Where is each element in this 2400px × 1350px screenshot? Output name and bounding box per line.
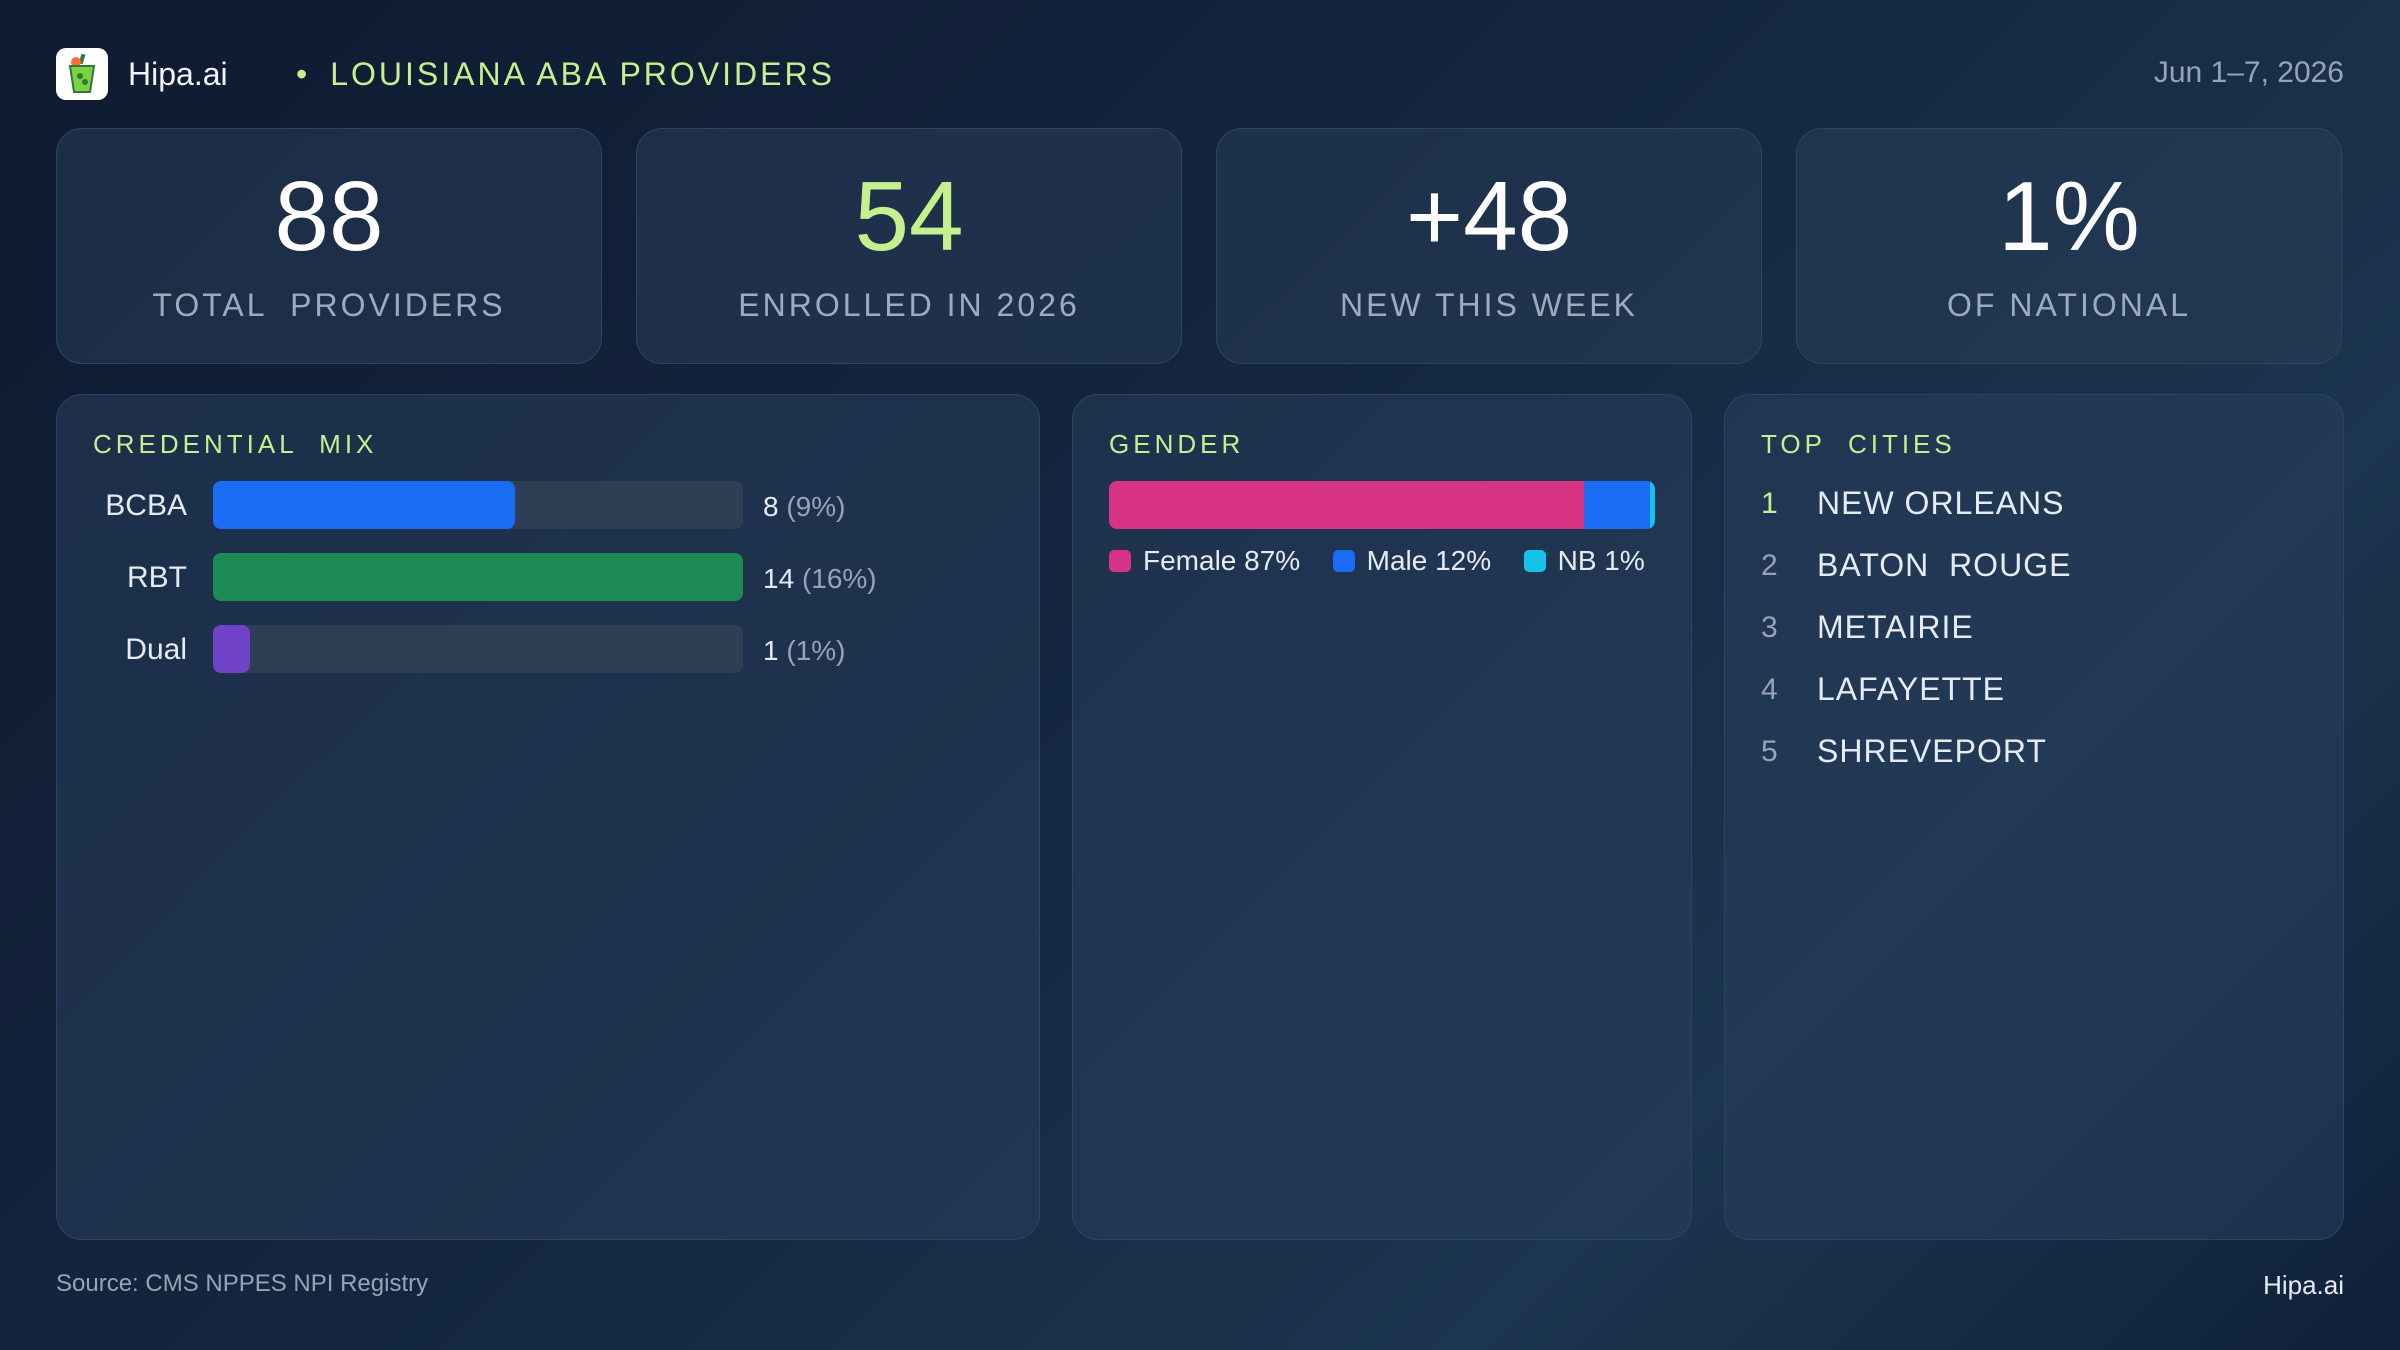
stat-card-new-this-week: +48 NEW THIS WEEK xyxy=(1216,128,1762,364)
bar-count: 8 xyxy=(763,491,779,522)
stat-value: +48 xyxy=(1405,161,1573,271)
stat-card-enrolled: 54 ENROLLED IN 2026 xyxy=(636,128,1182,364)
drink-cup-icon xyxy=(68,54,96,93)
city-list-item: 4 LAFAYETTE xyxy=(1761,665,2261,715)
stat-label: TOTAL PROVIDERS xyxy=(152,287,506,323)
credential-row-bcba: BCBA 8 (9%) xyxy=(57,481,1037,529)
footer-brand: Hipa.ai xyxy=(2263,1270,2344,1300)
bar-track xyxy=(213,625,743,673)
stat-card-of-national: 1% OF NATIONAL xyxy=(1796,128,2342,364)
bar-percent: (1%) xyxy=(786,635,846,666)
app-logo xyxy=(56,48,108,100)
bar-fill xyxy=(213,481,516,529)
bar-value: 14 (16%) xyxy=(763,563,877,595)
bar-value: 8 (9%) xyxy=(763,491,845,523)
source-note: Source: CMS NPPES NPI Registry xyxy=(56,1270,429,1297)
header: Hipa.ai • LOUISIANA ABA PROVIDERS Jun 1–7… xyxy=(56,46,2344,102)
city-list-item: 5 SHREVEPORT xyxy=(1761,727,2261,777)
legend-item-male: Male 12% xyxy=(1332,545,1492,577)
city-rank: 2 xyxy=(1761,549,1778,582)
city-list-item: 3 METAIRIE xyxy=(1761,603,2261,653)
legend-swatch xyxy=(1332,550,1355,572)
city-rank: 4 xyxy=(1761,673,1778,706)
panel-title: TOP CITIES xyxy=(1761,429,1956,459)
date-range: Jun 1–7, 2026 xyxy=(2153,56,2344,89)
bar-fill xyxy=(213,625,251,673)
bar-label: Dual xyxy=(125,633,187,666)
gender-segment-female xyxy=(1109,481,1585,529)
legend-label: NB 1% xyxy=(1557,545,1645,576)
gender-stacked-bar xyxy=(1109,481,1655,529)
legend-label: Male 12% xyxy=(1366,545,1492,576)
credential-row-dual: Dual 1 (1%) xyxy=(57,625,1037,673)
bar-label: RBT xyxy=(127,561,187,594)
gender-panel: GENDER Female 87% Male 12% NB 1% xyxy=(1072,394,1692,1240)
title-separator: • xyxy=(296,56,311,92)
legend-item-nb: NB 1% xyxy=(1523,545,1645,577)
stat-card-total-providers: 88 TOTAL PROVIDERS xyxy=(56,128,602,364)
city-name: NEW ORLEANS xyxy=(1817,485,2065,521)
city-list-item: 1 NEW ORLEANS xyxy=(1761,479,2261,529)
stat-value: 88 xyxy=(274,161,384,271)
city-name: LAFAYETTE xyxy=(1817,671,2006,707)
legend-label: Female 87% xyxy=(1143,545,1301,576)
city-rank: 3 xyxy=(1761,611,1778,644)
bar-percent: (9%) xyxy=(786,491,846,522)
credential-row-rbt: RBT 14 (16%) xyxy=(57,553,1037,601)
bar-label: BCBA xyxy=(105,489,187,522)
city-list-item: 2 BATON ROUGE xyxy=(1761,541,2261,591)
bar-value: 1 (1%) xyxy=(763,635,845,667)
bar-track xyxy=(213,481,743,529)
gender-segment-nb xyxy=(1649,481,1655,529)
page-title-text: LOUISIANA ABA PROVIDERS xyxy=(330,56,835,92)
page-title: • LOUISIANA ABA PROVIDERS xyxy=(296,56,835,93)
bar-percent: (16%) xyxy=(801,563,877,594)
stat-value: 54 xyxy=(854,161,964,271)
credential-mix-panel: CREDENTIAL MIX BCBA 8 (9%) RBT 14 (16%) … xyxy=(56,394,1040,1240)
city-name: SHREVEPORT xyxy=(1817,733,2047,769)
stat-label: ENROLLED IN 2026 xyxy=(738,287,1080,323)
bar-fill xyxy=(213,553,743,601)
legend-swatch xyxy=(1109,550,1131,572)
city-name: BATON ROUGE xyxy=(1817,547,2072,583)
legend-item-female: Female 87% xyxy=(1109,545,1300,577)
stat-label: OF NATIONAL xyxy=(1947,287,2191,323)
city-rank: 5 xyxy=(1761,735,1778,768)
gender-segment-male xyxy=(1584,481,1650,529)
brand-name: Hipa.ai xyxy=(128,56,228,92)
bar-count: 1 xyxy=(763,635,779,666)
bar-track xyxy=(213,553,743,601)
gender-legend: Female 87% Male 12% NB 1% xyxy=(1109,545,1673,581)
stat-value: 1% xyxy=(1998,161,2140,271)
city-name: METAIRIE xyxy=(1817,609,1974,645)
panel-title: CREDENTIAL MIX xyxy=(93,429,378,459)
bar-count: 14 xyxy=(763,563,795,594)
top-cities-panel: TOP CITIES 1 NEW ORLEANS 2 BATON ROUGE 3… xyxy=(1724,394,2344,1240)
city-rank: 1 xyxy=(1761,487,1778,520)
stat-label: NEW THIS WEEK xyxy=(1340,287,1638,323)
panel-title: GENDER xyxy=(1109,429,1245,459)
legend-swatch xyxy=(1523,550,1546,572)
